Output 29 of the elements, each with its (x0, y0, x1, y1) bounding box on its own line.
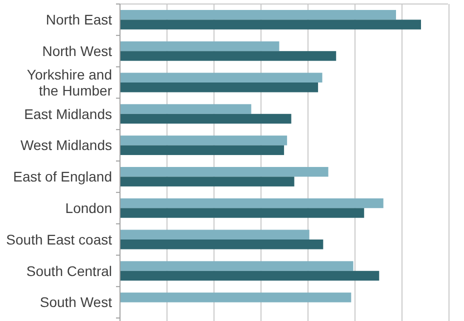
bar (120, 136, 288, 146)
y-tick-label: South Central (26, 262, 112, 279)
bar (120, 292, 352, 302)
bar (120, 41, 280, 52)
y-tick-label: South West (40, 294, 112, 310)
y-tick-label: London (65, 200, 112, 216)
y-tick-label: North West (42, 43, 112, 59)
y-tick-label: North East (46, 12, 112, 28)
bar (120, 176, 294, 186)
y-tick-label: East of England (13, 168, 112, 185)
bar (120, 20, 421, 30)
y-tick-label: West Midlands (20, 137, 112, 154)
bar (120, 240, 324, 250)
y-tick-label: East Midlands (24, 106, 112, 122)
bar (120, 261, 354, 271)
bar (120, 270, 380, 281)
bar (120, 72, 322, 82)
bar (120, 145, 284, 156)
bar (120, 10, 396, 20)
bar (120, 82, 318, 92)
bar (120, 51, 336, 61)
y-tick-label: South East coast (6, 231, 112, 248)
bar (120, 166, 328, 177)
bar (120, 230, 310, 240)
bar (120, 198, 384, 208)
bar (120, 104, 252, 114)
bar (120, 114, 292, 124)
y-tick-label: Yorkshire and the Humber (26, 66, 112, 98)
bar (120, 208, 364, 218)
